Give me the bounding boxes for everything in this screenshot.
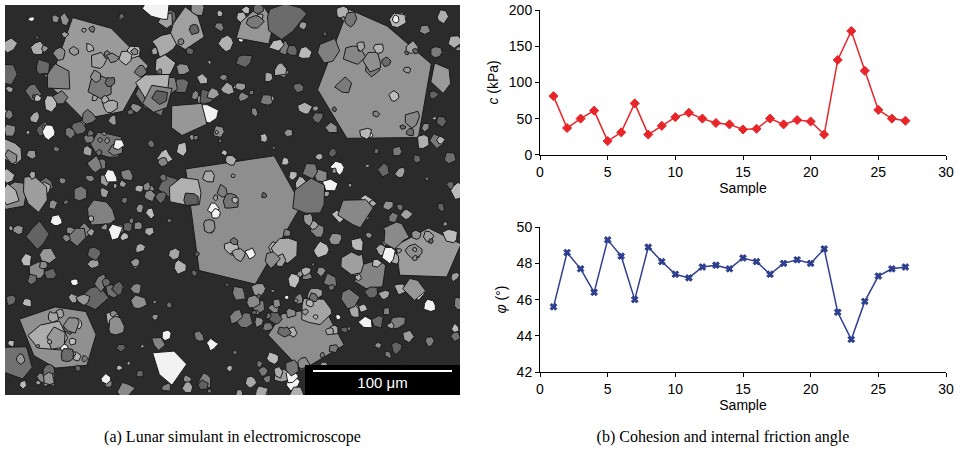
svg-text:5: 5: [604, 164, 612, 180]
svg-text:15: 15: [735, 381, 751, 397]
svg-text:30: 30: [938, 381, 954, 397]
svg-text:25: 25: [871, 381, 887, 397]
svg-text:44: 44: [517, 328, 533, 344]
svg-text:0: 0: [536, 164, 544, 180]
svg-text:10: 10: [668, 164, 684, 180]
svg-text:100: 100: [509, 74, 533, 90]
svg-text:30: 30: [938, 164, 954, 180]
svg-text:20: 20: [803, 164, 819, 180]
svg-text:15: 15: [735, 164, 751, 180]
svg-text:0: 0: [524, 147, 532, 163]
svg-text:25: 25: [871, 164, 887, 180]
svg-text:50: 50: [517, 111, 533, 127]
svg-text:5: 5: [604, 381, 612, 397]
svg-text:Sample: Sample: [719, 397, 767, 413]
html-text:(a) Lunar simulant in electrom: (a) Lunar simulant in electromicroscope: [104, 428, 361, 445]
svg-text:48: 48: [517, 255, 533, 271]
svg-text:100 μm: 100 μm: [357, 374, 407, 391]
svg-text:0: 0: [536, 381, 544, 397]
svg-text:10: 10: [668, 381, 684, 397]
svg-text:20: 20: [803, 381, 819, 397]
svg-text:150: 150: [509, 38, 533, 54]
html-text:(b) Cohesion and internal fric: (b) Cohesion and internal friction angle: [596, 428, 850, 445]
svg-text:c (kPa): c (kPa): [485, 60, 501, 104]
svg-text:Sample: Sample: [719, 180, 767, 196]
svg-text:200: 200: [509, 2, 533, 18]
svg-text:46: 46: [517, 292, 533, 308]
svg-text:42: 42: [517, 364, 533, 380]
svg-text:50: 50: [517, 219, 533, 235]
svg-text:φ (°): φ (°): [493, 286, 509, 314]
